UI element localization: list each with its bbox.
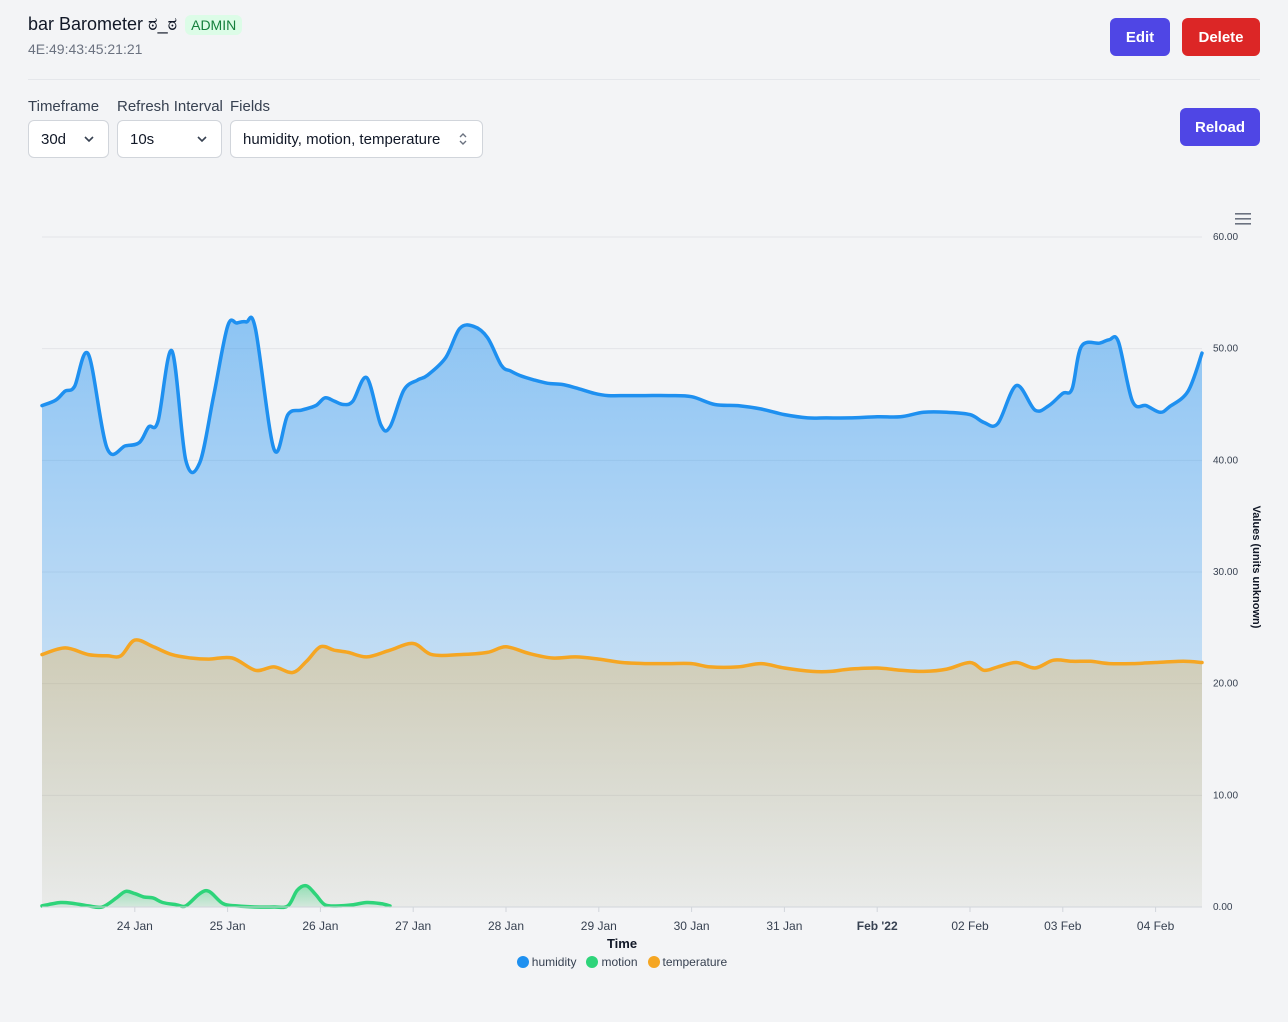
humidity-line[interactable] (40, 315, 1204, 475)
x-tick-label: 31 Jan (766, 919, 802, 933)
chevron-up-down-icon (459, 133, 467, 145)
x-tick-label: 28 Jan (488, 919, 524, 933)
motion-area (42, 885, 390, 908)
chevron-down-icon (197, 136, 207, 143)
y-tick-label: 10.00 (1213, 790, 1238, 801)
delete-button[interactable]: Delete (1182, 18, 1260, 56)
y-tick-label: 0.00 (1213, 902, 1233, 913)
x-axis-title: Time (607, 936, 637, 951)
chart-legend: humidity motion temperature (0, 955, 1244, 969)
page-header: bar Barometer ಠ_ಠ ADMIN 4E:49:43:45:21:2… (28, 14, 1260, 78)
timeframe-value: 30d (41, 130, 67, 148)
y-tick-label: 60.00 (1213, 232, 1238, 243)
y-tick-label: 20.00 (1213, 679, 1238, 690)
x-tick-label: 25 Jan (210, 919, 246, 933)
timeframe-label: Timeframe (28, 98, 100, 115)
x-tick-label: 26 Jan (302, 919, 338, 933)
header-divider (28, 79, 1260, 80)
legend-dot-temperature (647, 956, 660, 968)
legend-item-temperature[interactable]: temperature (647, 955, 728, 969)
temperature-line[interactable] (40, 638, 1204, 675)
refresh-interval-label: Refresh Interval (117, 98, 223, 115)
timeframe-select[interactable]: 30d (28, 120, 109, 158)
chart-menu-icon[interactable] (1234, 212, 1252, 226)
x-tick-label: Feb '22 (857, 919, 898, 933)
chart: 0.00 10.00 20.00 30.00 40.00 50.00 60.00 24 Jan… (40, 232, 1262, 951)
motion-line[interactable] (40, 883, 392, 910)
y-tick-label: 50.00 (1213, 344, 1238, 355)
device-id: 4E:49:43:45:21:21 (28, 41, 143, 57)
legend-dot-motion (586, 956, 599, 968)
legend-item-humidity[interactable]: humidity (516, 955, 577, 969)
legend-label-humidity: humidity (531, 955, 577, 969)
legend-item-motion[interactable]: motion (586, 955, 638, 969)
refresh-interval-value: 10s (130, 130, 155, 148)
legend-label-temperature: temperature (662, 955, 728, 969)
temperature-area (42, 639, 1202, 907)
y-tick-label: 40.00 (1213, 455, 1238, 466)
fields-label: Fields (230, 98, 271, 115)
fields-value: humidity, motion, temperature (243, 130, 441, 148)
fields-select[interactable]: humidity, motion, temperature (230, 120, 483, 158)
x-tick-label: 04 Feb (1137, 919, 1175, 933)
role-badge: ADMIN (185, 14, 243, 35)
legend-label-motion: motion (601, 955, 638, 969)
title-row: bar Barometer ಠ_ಠ ADMIN (28, 14, 1260, 35)
y-axis-title: Values (units unknown) (1250, 506, 1262, 629)
chevron-down-icon (84, 136, 94, 143)
refresh-interval-select[interactable]: 10s (117, 120, 222, 158)
x-tick-label: 24 Jan (117, 919, 153, 933)
reload-button[interactable]: Reload (1180, 108, 1260, 146)
edit-button[interactable]: Edit (1110, 18, 1170, 56)
x-tick-label: 29 Jan (581, 919, 617, 933)
y-tick-label: 30.00 (1213, 567, 1238, 578)
device-title: bar Barometer ಠ_ಠ (28, 14, 178, 34)
x-tick-label: 27 Jan (395, 919, 431, 933)
x-tick-label: 03 Feb (1044, 919, 1082, 933)
x-tick-label: 30 Jan (674, 919, 710, 933)
legend-dot-humidity (516, 956, 529, 968)
x-tick-label: 02 Feb (951, 919, 989, 933)
